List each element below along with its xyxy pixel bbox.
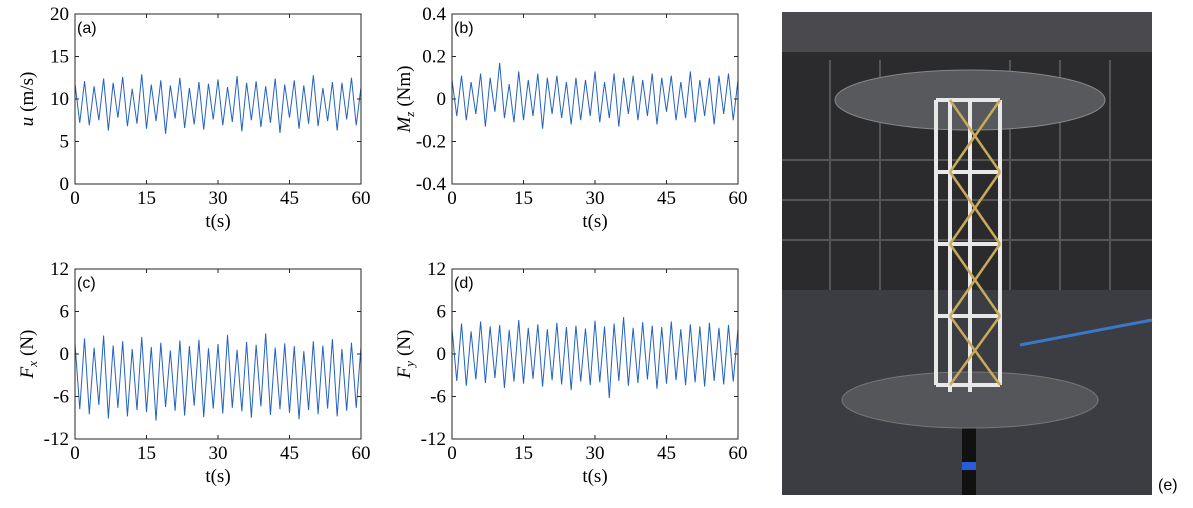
photo-ceiling [782,12,1152,52]
photo-bracing [948,99,1002,386]
y-tick-label: -6 [53,387,69,408]
photo-wall-grid [782,60,1152,290]
x-tick-label: 30 [586,443,605,464]
y-tick-label: 0 [437,344,447,365]
x-tick-label: 0 [447,188,457,209]
axes-box [451,268,739,440]
y-axis-label: Fx (N) [17,330,40,380]
panel-label: (c) [77,275,96,292]
signal-line [74,333,362,421]
y-label-subscript: y [402,361,417,369]
axes-box [74,13,362,185]
y-tick-label: -0.4 [416,174,447,195]
y-tick-label: 12 [427,259,446,280]
y-tick-label: 10 [50,89,69,110]
x-tick-label: 15 [514,443,533,464]
y-label-symbol: M [394,116,415,134]
y-tick-label: -6 [430,387,446,408]
x-tick-label: 15 [137,188,156,209]
y-tick-label: -12 [421,429,446,450]
photo-label: (e) [1158,477,1178,494]
x-tick-label: 30 [586,188,605,209]
x-tick-label: 30 [209,443,228,464]
photo-tape [962,462,976,470]
photo-cable [1019,318,1153,347]
y-label-unit: (Nm) [394,65,415,106]
y-tick-label: 0 [60,344,70,365]
x-tick-label: 45 [657,188,676,209]
y-tick-label: 20 [50,4,69,25]
x-tick-label: 0 [70,443,80,464]
y-label-symbol: F [17,366,38,379]
x-tick-label: 30 [209,188,228,209]
y-tick-label: -0.2 [416,132,446,153]
y-label-subscript: x [25,361,40,368]
x-tick-label: 60 [352,443,371,464]
x-tick-label: 45 [657,443,676,464]
y-tick-label: 15 [50,47,69,68]
x-tick-label: 15 [514,188,533,209]
y-axis-label: Fy (N) [394,330,417,380]
x-tick-label: 0 [70,188,80,209]
y-label-unit: (N) [17,330,38,356]
photo-stand [962,410,976,495]
y-label-symbol: u [17,117,38,127]
signal-line [451,62,739,129]
y-tick-label: 0.4 [422,4,446,25]
y-tick-label: 12 [50,259,69,280]
signal-line [451,317,739,398]
x-tick-label: 45 [280,188,299,209]
x-tick-label: 45 [280,443,299,464]
x-tick-label: 15 [137,443,156,464]
x-axis-label: t(s) [205,466,230,487]
panel-label: (b) [454,20,474,37]
y-axis-label: u (m/s) [17,72,38,127]
panel-label: (d) [454,275,474,292]
x-axis-label: t(s) [582,211,607,232]
x-tick-label: 60 [729,188,748,209]
axes-box [451,13,739,185]
y-tick-label: 0 [437,89,447,110]
x-tick-label: 60 [352,188,371,209]
x-tick-label: 60 [729,443,748,464]
x-axis-label: t(s) [582,466,607,487]
photo [782,12,1153,495]
x-tick-label: 0 [447,443,457,464]
y-label-unit: (m/s) [17,72,38,112]
y-tick-label: -12 [44,429,69,450]
y-label-unit: (N) [394,330,415,356]
y-label-symbol: F [394,366,415,379]
y-tick-label: 0.2 [422,47,446,68]
y-tick-label: 5 [60,132,70,153]
panel-label: (a) [77,20,97,37]
y-tick-label: 6 [60,302,70,323]
y-axis-label: Mz (Nm) [394,65,417,133]
y-tick-label: 0 [60,174,70,195]
y-tick-label: 6 [437,302,447,323]
signal-line [74,74,362,134]
y-label-subscript: z [402,112,417,118]
x-axis-label: t(s) [205,211,230,232]
